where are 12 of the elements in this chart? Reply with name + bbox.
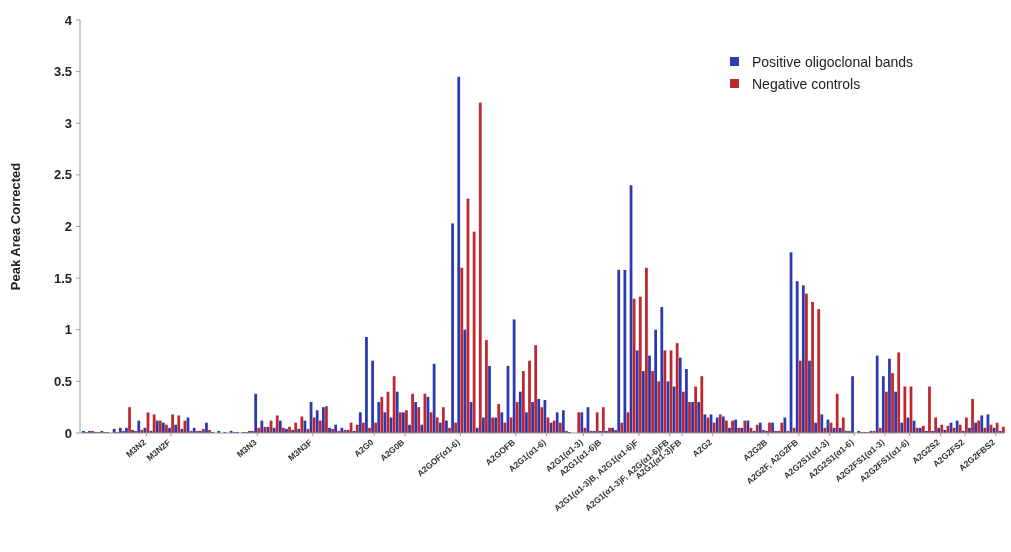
y-tick-label: 0 [64, 425, 72, 441]
y-tick-label: 1 [64, 322, 72, 338]
y-tick-label: 2 [64, 219, 72, 235]
legend-label: Negative controls [752, 75, 861, 92]
y-tick-label: 2.5 [53, 167, 72, 183]
y-tick-label: 0.5 [53, 373, 72, 389]
y-tick-label: 3.5 [53, 64, 72, 80]
y-tick-label: 3 [64, 115, 72, 131]
y-axis-title: Peak Area Corrected [8, 162, 23, 291]
y-tick-label: 4 [64, 12, 73, 28]
y-tick-label: 1.5 [53, 270, 72, 286]
legend-label: Positive oligoclonal bands [752, 53, 914, 70]
